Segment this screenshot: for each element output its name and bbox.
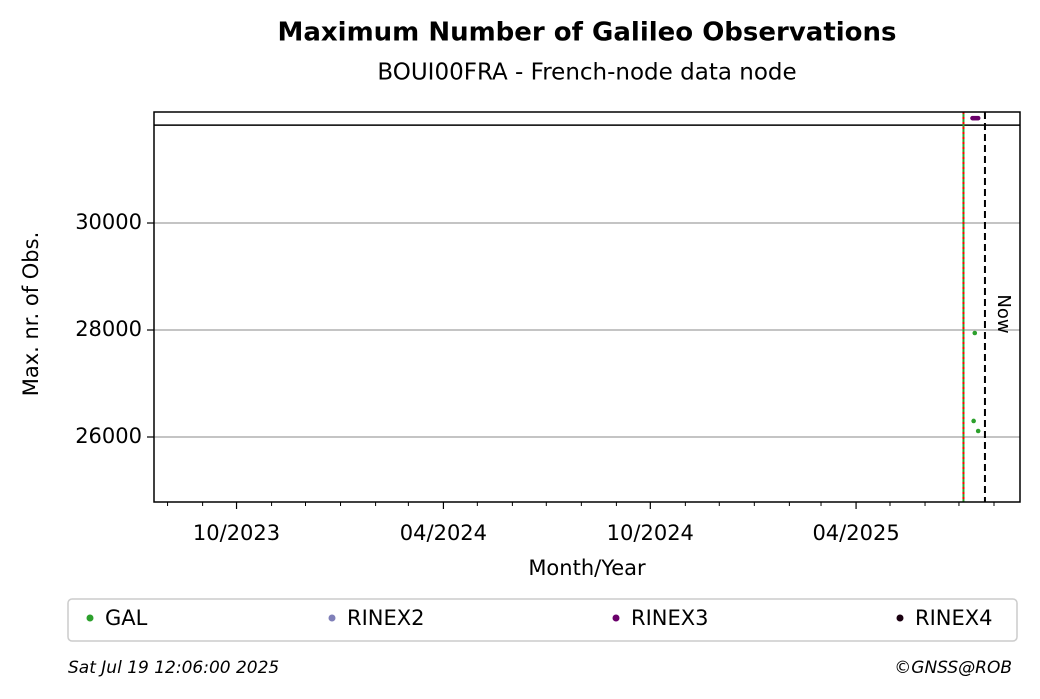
- chart-title: Maximum Number of Galileo Observations: [277, 18, 896, 48]
- legend-label: RINEX4: [915, 606, 993, 630]
- x-axis-label: Month/Year: [528, 556, 646, 580]
- footer-date: Sat Jul 19 12:06:00 2025: [68, 658, 279, 678]
- legend-marker: [86, 614, 94, 622]
- legend-marker: [612, 614, 620, 622]
- plot-frame: [153, 111, 1021, 503]
- legend-label: GAL: [105, 606, 148, 630]
- footer-credit: ©GNSS@ROB: [894, 658, 1012, 678]
- data-point: [975, 428, 981, 434]
- legend-marker: [896, 614, 904, 622]
- x-tick-label: 04/2025: [812, 521, 899, 545]
- legend-label: RINEX2: [347, 606, 425, 630]
- x-tick-label: 10/2024: [607, 521, 694, 545]
- data-point: [975, 115, 981, 121]
- chart-subtitle: BOUI00FRA - French-node data node: [377, 60, 796, 86]
- legend-label: RINEX3: [631, 606, 709, 630]
- y-axis-label: Max. nr. of Obs.: [19, 232, 43, 397]
- legend-marker: [328, 614, 336, 622]
- data-point: [972, 330, 978, 336]
- legend-box: [67, 598, 1018, 642]
- y-tick-label: 26000: [75, 424, 142, 448]
- y-tick-label: 30000: [75, 210, 142, 234]
- now-label: Now: [993, 294, 1014, 333]
- y-tick-label: 28000: [75, 317, 142, 341]
- data-point: [971, 418, 976, 424]
- x-tick-label: 10/2023: [193, 521, 280, 545]
- x-tick-label: 04/2024: [400, 521, 487, 545]
